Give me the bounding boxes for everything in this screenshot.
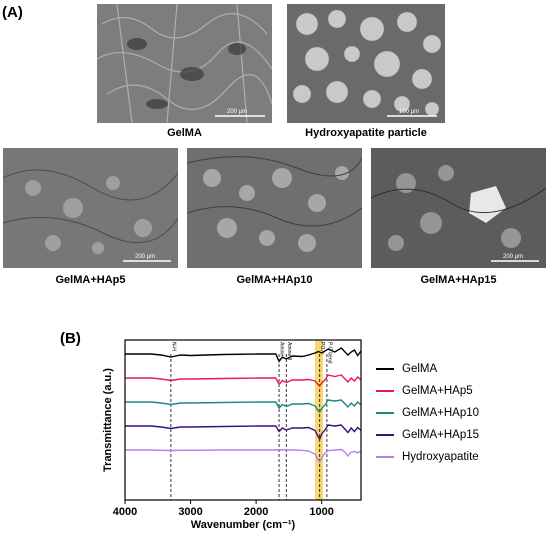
legend-label: GelMA <box>402 363 438 375</box>
legend-swatch <box>376 412 394 414</box>
svg-text:200 μm: 200 μm <box>503 254 523 260</box>
panel-a-label: (A) <box>2 4 23 21</box>
svg-text:200 μm: 200 μm <box>227 109 247 115</box>
sem-image-gelma-hap5: 200 μm <box>3 148 178 268</box>
caption-gelma: GelMA <box>167 127 202 139</box>
caption-gelma-hap5: GelMA+HAp5 <box>55 274 126 286</box>
panel-b-label: (B) <box>60 330 81 347</box>
caption-hydroxyapatite: Hydroxyapatite particle <box>305 127 427 139</box>
legend-swatch <box>376 390 394 392</box>
legend-swatch <box>376 434 394 436</box>
plot-frame <box>124 339 362 501</box>
series-line <box>125 374 362 388</box>
y-axis-label: Transmittance (a.u.) <box>102 368 114 472</box>
x-tick-label: 2000 <box>244 506 268 518</box>
x-axis-label: Wavenumber (cm⁻¹) <box>191 519 296 531</box>
caption-gelma-hap10: GelMA+HAp10 <box>236 274 313 286</box>
svg-text:200 μm: 200 μm <box>135 254 155 260</box>
legend-swatch <box>376 368 394 370</box>
series-line <box>125 448 362 464</box>
annotation-label: PO₄³⁻ <box>319 342 325 356</box>
legend-item: GelMA+HAp5 <box>376 383 473 399</box>
svg-text:100 μm: 100 μm <box>399 109 419 115</box>
annotation-label: Amine I <box>279 342 285 359</box>
sem-image-gelma: 200 μm <box>97 4 272 123</box>
legend-label: Hydroxyapatite <box>402 451 479 463</box>
annotation-label: N-H <box>170 342 176 351</box>
ftir-chart: N-H Amine I Amine II PO₄³⁻ P-O bend 4000 3000… <box>102 339 362 531</box>
legend-item: GelMA+HAp15 <box>376 427 479 443</box>
sem-texture: 100 μm <box>287 4 445 123</box>
sem-texture <box>187 148 362 268</box>
x-tick-label: 3000 <box>178 506 202 518</box>
caption-gelma-hap15: GelMA+HAp15 <box>420 274 497 286</box>
legend-swatch <box>376 456 394 458</box>
series-line <box>125 399 362 414</box>
sem-image-hydroxyapatite: 100 μm <box>287 4 445 123</box>
series-line <box>125 347 362 363</box>
highlight-band <box>315 340 323 500</box>
sem-texture: 200 μm <box>3 148 178 268</box>
series-line <box>125 424 362 441</box>
legend-item: Hydroxyapatite <box>376 449 479 465</box>
legend-item: GelMA <box>376 361 437 377</box>
x-tick-label: 4000 <box>113 506 137 518</box>
annotation-label: P-O bend <box>326 342 332 364</box>
annotation-label: Amine II <box>286 342 292 360</box>
legend-item: GelMA+HAp10 <box>376 405 479 421</box>
sem-image-gelma-hap10 <box>187 148 362 268</box>
legend-label: GelMA+HAp5 <box>402 385 473 397</box>
legend-label: GelMA+HAp15 <box>402 429 480 441</box>
sem-texture: 200 μm <box>97 4 272 123</box>
sem-image-gelma-hap15: 200 μm <box>371 148 546 268</box>
legend-label: GelMA+HAp10 <box>402 407 480 419</box>
x-tick-label: 1000 <box>309 506 333 518</box>
sem-texture: 200 μm <box>371 148 546 268</box>
